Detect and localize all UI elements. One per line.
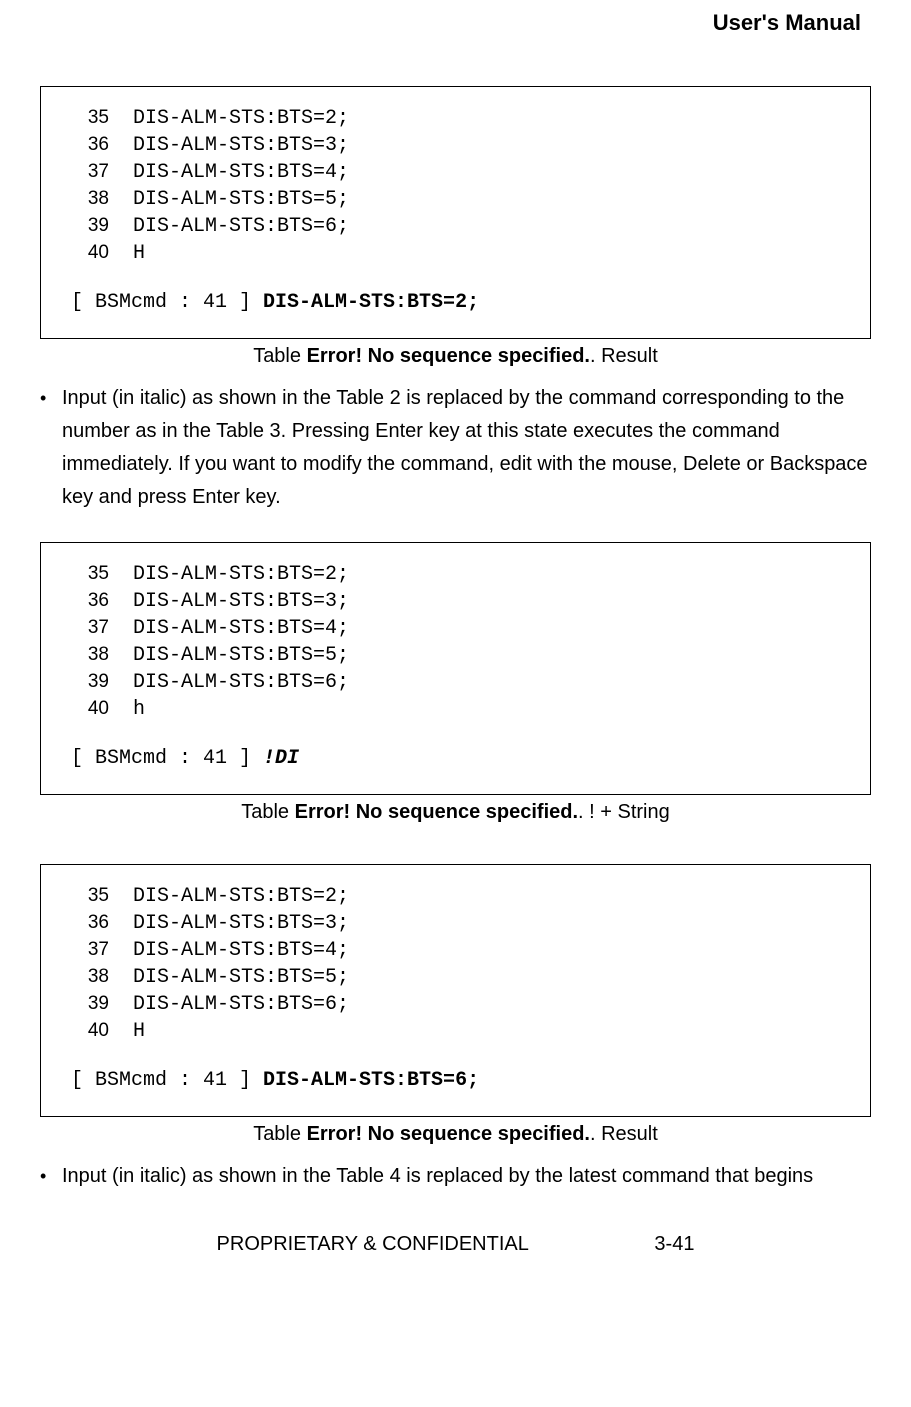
command-text: DIS-ALM-STS:BTS=6; [133,991,349,1018]
line-number: 36 [51,132,133,159]
command-text: DIS-ALM-STS:BTS=4; [133,937,349,964]
prompt-prefix: [ BSMcmd : 41 ] [71,747,263,770]
command-text: DIS-ALM-STS:BTS=3; [133,910,349,937]
table-caption-2: Table Error! No sequence specified.. ! +… [40,801,871,824]
code-row: 37DIS-ALM-STS:BTS=4; [51,159,860,186]
bullet-icon: • [40,382,62,514]
code-row: 37DIS-ALM-STS:BTS=4; [51,615,860,642]
command-text: DIS-ALM-STS:BTS=4; [133,615,349,642]
command-text: H [133,240,145,267]
table-caption-1: Table Error! No sequence specified.. Res… [40,345,871,368]
code-row: 36DIS-ALM-STS:BTS=3; [51,132,860,159]
code-row: 40H [51,240,860,267]
code-box-1: 35DIS-ALM-STS:BTS=2; 36DIS-ALM-STS:BTS=3… [40,86,871,339]
code-box-2: 35DIS-ALM-STS:BTS=2; 36DIS-ALM-STS:BTS=3… [40,542,871,795]
line-number: 37 [51,159,133,186]
code-row: 40H [51,1018,860,1045]
line-number: 40 [51,1018,133,1045]
code-row: 40h [51,696,860,723]
caption-suffix: . Result [590,1123,658,1145]
code-row: 37DIS-ALM-STS:BTS=4; [51,937,860,964]
code-box-3: 35DIS-ALM-STS:BTS=2; 36DIS-ALM-STS:BTS=3… [40,864,871,1117]
prompt-prefix: [ BSMcmd : 41 ] [71,291,263,314]
command-text: h [133,696,145,723]
code-row: 36DIS-ALM-STS:BTS=3; [51,910,860,937]
line-number: 40 [51,240,133,267]
line-number: 35 [51,561,133,588]
command-text: DIS-ALM-STS:BTS=2; [133,883,349,910]
caption-prefix: Table [241,801,294,823]
line-number: 39 [51,669,133,696]
line-number: 39 [51,991,133,1018]
bullet-paragraph-2: • Input (in italic) as shown in the Tabl… [40,1160,871,1193]
code-row: 38DIS-ALM-STS:BTS=5; [51,964,860,991]
prompt-value: DIS-ALM-STS:BTS=2; [263,291,479,314]
caption-prefix: Table [253,345,306,367]
command-text: DIS-ALM-STS:BTS=3; [133,588,349,615]
command-text: DIS-ALM-STS:BTS=5; [133,642,349,669]
table-caption-3: Table Error! No sequence specified.. Res… [40,1123,871,1146]
footer-page-number: 3-41 [654,1233,694,1256]
page: User's Manual 35DIS-ALM-STS:BTS=2; 36DIS… [0,0,911,1286]
command-text: DIS-ALM-STS:BTS=4; [133,159,349,186]
line-number: 36 [51,588,133,615]
line-number: 38 [51,186,133,213]
bullet-text: Input (in italic) as shown in the Table … [62,382,871,514]
code-row: 38DIS-ALM-STS:BTS=5; [51,642,860,669]
prompt-row: [ BSMcmd : 41 ] !DI [51,745,860,772]
code-row: 39DIS-ALM-STS:BTS=6; [51,991,860,1018]
code-row: 36DIS-ALM-STS:BTS=3; [51,588,860,615]
command-text: DIS-ALM-STS:BTS=6; [133,213,349,240]
prompt-row: [ BSMcmd : 41 ] DIS-ALM-STS:BTS=2; [51,289,860,316]
line-number: 38 [51,964,133,991]
line-number: 40 [51,696,133,723]
command-text: H [133,1018,145,1045]
line-number: 35 [51,105,133,132]
bullet-text: Input (in italic) as shown in the Table … [62,1160,871,1193]
caption-error: Error! No sequence specified. [295,801,578,823]
line-number: 36 [51,910,133,937]
caption-prefix: Table [253,1123,306,1145]
page-footer: PROPRIETARY & CONFIDENTIAL 3-41 [40,1233,871,1256]
line-number: 39 [51,213,133,240]
prompt-value: !DI [263,747,299,770]
bullet-paragraph-1: • Input (in italic) as shown in the Tabl… [40,382,871,514]
code-row: 35DIS-ALM-STS:BTS=2; [51,561,860,588]
line-number: 37 [51,937,133,964]
command-text: DIS-ALM-STS:BTS=2; [133,561,349,588]
caption-suffix: . ! + String [578,801,670,823]
bullet-icon: • [40,1160,62,1193]
code-row: 39DIS-ALM-STS:BTS=6; [51,669,860,696]
command-text: DIS-ALM-STS:BTS=2; [133,105,349,132]
page-header: User's Manual [40,10,861,36]
prompt-row: [ BSMcmd : 41 ] DIS-ALM-STS:BTS=6; [51,1067,860,1094]
code-row: 35DIS-ALM-STS:BTS=2; [51,105,860,132]
caption-error: Error! No sequence specified. [307,1123,590,1145]
footer-left: PROPRIETARY & CONFIDENTIAL [217,1233,529,1256]
command-text: DIS-ALM-STS:BTS=5; [133,186,349,213]
line-number: 35 [51,883,133,910]
code-row: 38DIS-ALM-STS:BTS=5; [51,186,860,213]
command-text: DIS-ALM-STS:BTS=5; [133,964,349,991]
command-text: DIS-ALM-STS:BTS=3; [133,132,349,159]
command-text: DIS-ALM-STS:BTS=6; [133,669,349,696]
caption-error: Error! No sequence specified. [307,345,590,367]
code-row: 35DIS-ALM-STS:BTS=2; [51,883,860,910]
prompt-value: DIS-ALM-STS:BTS=6; [263,1069,479,1092]
line-number: 38 [51,642,133,669]
caption-suffix: . Result [590,345,658,367]
prompt-prefix: [ BSMcmd : 41 ] [71,1069,263,1092]
line-number: 37 [51,615,133,642]
code-row: 39DIS-ALM-STS:BTS=6; [51,213,860,240]
